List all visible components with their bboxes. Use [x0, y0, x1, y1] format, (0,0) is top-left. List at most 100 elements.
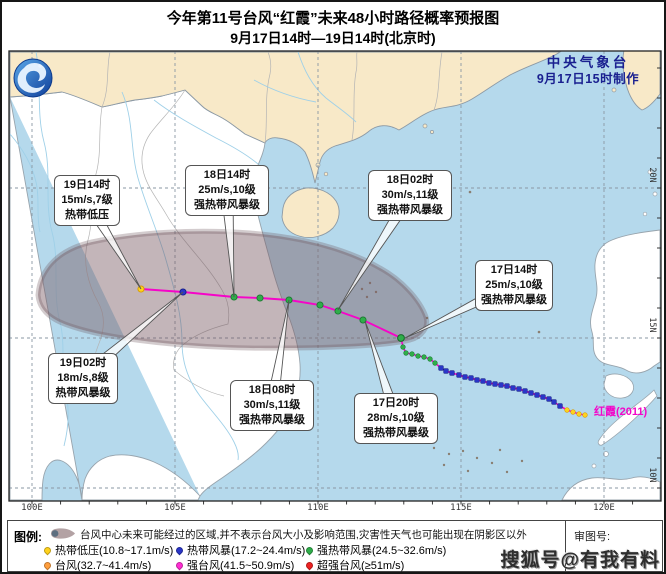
map-title: 今年第11号台风“红霞”未来48小时路径概率预报图	[166, 10, 500, 27]
callout-line: 18日14时	[203, 169, 251, 181]
callout-box-c-18d08: 18日08时 30m/s,11级 强热带风暴级	[230, 380, 314, 431]
reef-specks	[352, 190, 541, 474]
legend-item-label: 强热带风暴(24.5~32.6m/s)	[317, 545, 447, 557]
small-islands	[591, 169, 658, 469]
forecast-point	[316, 301, 324, 309]
observed-point	[427, 356, 433, 362]
luzon-island	[590, 229, 661, 374]
observed-point	[403, 350, 409, 356]
observed-point	[492, 381, 498, 387]
lon-label: 105E	[164, 503, 186, 513]
agency-block: 中央气象台 9月17日15时制作	[524, 54, 652, 88]
callout-line: 30m/s,11级	[243, 399, 301, 411]
lon-label: 115E	[450, 503, 472, 513]
callout-box-c-19d14: 19日14时 15m/s,7级 热带低压	[54, 175, 120, 226]
observed-point	[400, 344, 406, 350]
legend-item-label: 台风(32.7~41.4m/s)	[55, 560, 152, 572]
cone-legend-icon	[51, 528, 75, 539]
agency-name: 中央气象台	[546, 55, 630, 70]
legend-item-label: 超强台风(≥51m/s)	[317, 560, 405, 572]
callout-line: 17日20时	[372, 397, 420, 409]
observed-point	[522, 388, 528, 394]
callout-line: 30m/s,11级	[381, 189, 439, 201]
graticule	[9, 51, 661, 501]
observed-point	[438, 365, 444, 371]
observed-point	[443, 368, 449, 374]
cone-note: 台风中心未来可能经过的区域,并不表示台风大小及影响范围,灾害性天气也可能出现在阴…	[80, 529, 527, 541]
typhoon-symbol-icon	[304, 560, 315, 570]
callout-line: 热带风暴级	[55, 387, 111, 399]
observed-point	[409, 351, 415, 357]
callout-box-c-17d14: 17日14时 25m/s,10级 强热带风暴级	[475, 260, 553, 311]
callout-box-c-18d14: 18日14时 25m/s,10级 强热带风暴级	[185, 165, 269, 216]
legend-item-label: 强台风(41.5~50.9m/s)	[187, 560, 295, 572]
mindoro-island	[603, 373, 634, 399]
callout-line: 25m/s,10级	[485, 279, 543, 291]
lon-label: 120E	[593, 503, 615, 513]
forecast-point	[334, 307, 342, 315]
observed-point	[540, 394, 546, 400]
taiwan-island	[622, 51, 661, 111]
callout-line: 15m/s,7级	[61, 194, 113, 206]
lat-label: 20N	[647, 167, 657, 183]
callout-line: 17日14时	[490, 264, 538, 276]
callout-line: 强热带风暴级	[194, 199, 260, 211]
legend-item: 台风(32.7~41.4m/s)	[42, 557, 152, 572]
callout-line: 25m/s,10级	[198, 184, 256, 196]
callout-line: 18日08时	[248, 384, 296, 396]
observed-point	[504, 383, 510, 389]
axis-ticks	[31, 67, 661, 505]
legend-item: 热带低压(10.8~17.1m/s)	[42, 542, 174, 558]
observed-point	[582, 412, 588, 418]
legend-item: 热带风暴(17.2~24.4m/s)	[174, 542, 306, 558]
legend-item: 强热带风暴(24.5~32.6m/s)	[304, 542, 447, 558]
observed-point	[546, 396, 552, 402]
legend-divider	[565, 521, 566, 571]
observed-point	[516, 386, 522, 392]
palawan-island	[597, 389, 658, 446]
typhoon-symbol-icon	[174, 545, 185, 555]
observed-point	[534, 392, 540, 398]
callout-box-c-19d02: 19日02时 18m/s,8级 热带风暴级	[48, 353, 118, 404]
typhoon-symbol-icon	[174, 560, 185, 570]
cma-logo	[13, 58, 53, 98]
legend-item-label: 热带风暴(17.2~24.4m/s)	[187, 545, 306, 557]
observed-point	[576, 411, 582, 417]
observed-point	[421, 354, 427, 360]
storm-name-label: 红霞(2011)	[594, 406, 648, 418]
observed-point	[510, 385, 516, 391]
china-landmass	[9, 51, 562, 184]
callout-line: 19日02时	[59, 357, 107, 369]
observed-point	[474, 377, 480, 383]
hainan-island	[281, 187, 340, 239]
observed-point	[528, 390, 534, 396]
lat-label: 10N	[647, 467, 657, 483]
observed-point	[449, 370, 455, 376]
callout-line: 19日14时	[63, 179, 111, 191]
callout-line: 强热带风暴级	[481, 294, 547, 306]
observed-point	[456, 372, 462, 378]
observed-point	[551, 399, 557, 405]
legend-item-label: 热带低压(10.8~17.1m/s)	[55, 545, 174, 557]
observed-point	[564, 407, 570, 413]
callout-line: 28m/s,10级	[367, 412, 425, 424]
lat-label: 15N	[647, 317, 657, 333]
lon-label: 110E	[307, 503, 329, 513]
forecast-point	[359, 316, 367, 324]
callout-line: 18m/s,8级	[57, 372, 109, 384]
legend-panel: 图例: 台风中心未来可能经过的区域,并不表示台风大小及影响范围,灾害性天气也可能…	[7, 520, 663, 572]
review-number-label: 审图号:	[574, 531, 611, 543]
typhoon-symbol-icon	[304, 545, 315, 555]
callout-line: 热带低压	[65, 209, 109, 221]
observed-point	[570, 409, 576, 415]
typhoon-symbol-icon	[42, 545, 53, 555]
legend-item: 强台风(41.5~50.9m/s)	[174, 557, 295, 572]
lon-label: 100E	[21, 503, 43, 513]
callout-line: 18日02时	[386, 174, 434, 186]
legend-item: 超强台风(≥51m/s)	[304, 557, 405, 572]
observed-point	[480, 378, 486, 384]
observed-point	[415, 353, 421, 359]
observed-point	[557, 403, 563, 409]
observed-point	[462, 374, 468, 380]
